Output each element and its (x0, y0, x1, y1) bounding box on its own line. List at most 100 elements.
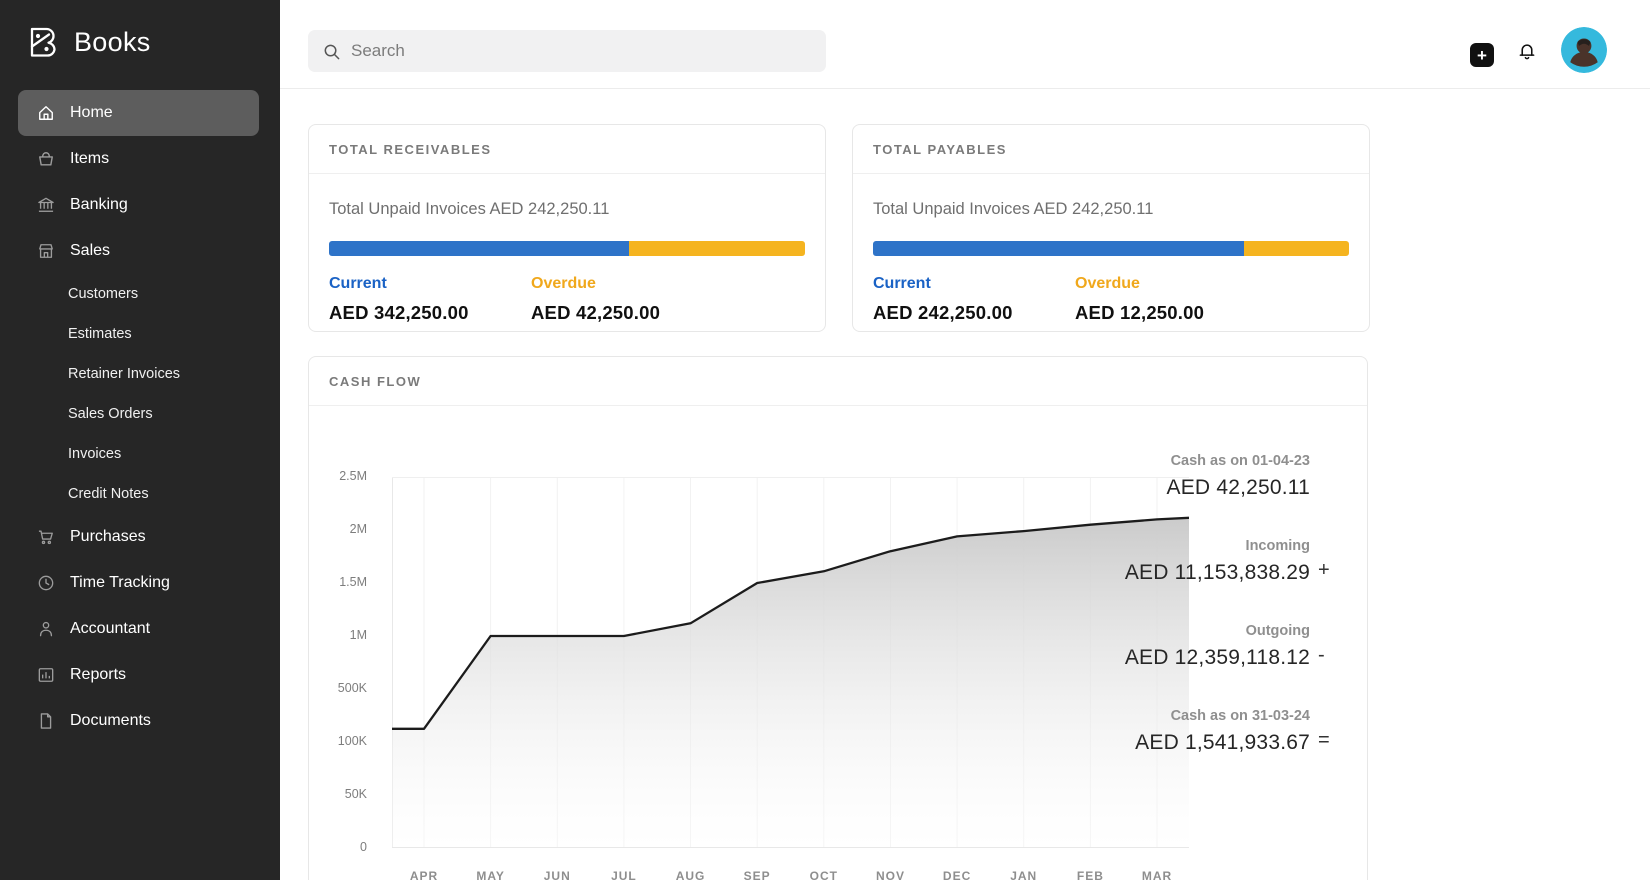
storefront-icon (36, 241, 56, 261)
x-axis-month-label: MAR (1141, 869, 1173, 880)
topbar: + (280, 0, 1650, 89)
summary-row-closing: Cash as on 31-03-24 AED 1,541,933.67 = (1080, 708, 1342, 755)
unpaid-invoices-text: Total Unpaid Invoices AED 242,250.11 (329, 200, 610, 218)
summary-value: AED 1,541,933.67 (1135, 731, 1310, 754)
summary-value: AED 42,250.11 (1166, 476, 1310, 499)
sidebar-item-label: Time Tracking (70, 574, 170, 591)
minus-operator-symbol: - (1318, 644, 1325, 666)
main-content: + TOTAL RECEIVABLES Total Unpaid Invoice… (280, 0, 1650, 880)
summary-value: AED 11,153,838.29 (1124, 561, 1310, 584)
cash-flow-title: CASH FLOW (309, 357, 1367, 406)
summary-label: Outgoing (1245, 623, 1310, 639)
sidebar-item-label: Banking (70, 196, 128, 213)
sidebar: Books Home Items Banking Sales Customers Esti… (0, 0, 280, 880)
summary-cards: TOTAL RECEIVABLES Total Unpaid Invoices … (308, 124, 1370, 332)
cash-flow-summary: Cash as on 01-04-23 AED 42,250.11 Incomi… (1080, 453, 1342, 755)
notifications-button[interactable] (1516, 40, 1538, 62)
sidebar-item-sales-orders[interactable]: Sales Orders (18, 394, 259, 434)
app-title: Books (74, 26, 151, 57)
cart-icon (36, 527, 56, 547)
sidebar-item-documents[interactable]: Documents (18, 698, 259, 744)
sidebar-item-estimates[interactable]: Estimates (18, 314, 259, 354)
sidebar-item-label: Home (70, 104, 113, 121)
y-axis-tick-label: 1M (349, 628, 367, 642)
search-box[interactable] (308, 30, 826, 72)
y-axis-tick-label: 2.5M (339, 469, 367, 483)
equals-operator-symbol: = (1318, 729, 1330, 751)
x-axis-month-label: SEP (743, 869, 771, 880)
operator-symbol (1318, 497, 1342, 500)
y-axis-tick-label: 100K (337, 734, 367, 748)
sidebar-item-items[interactable]: Items (18, 136, 259, 182)
summary-label: Incoming (1245, 538, 1310, 554)
sidebar-item-label: Items (70, 150, 110, 167)
current-amount: AED 242,250.00 (873, 302, 1013, 323)
sidebar-item-sales[interactable]: Sales (18, 228, 259, 274)
total-payables-card: TOTAL PAYABLES Total Unpaid Invoices AED… (852, 124, 1370, 332)
sidebar-item-time-tracking[interactable]: Time Tracking (18, 560, 259, 606)
person-icon (36, 619, 56, 639)
cash-flow-chart: 0 50K 100K 500K 1M 1.5M 2M 2.5M APR MAY JUN JUL AUG… (309, 406, 1367, 880)
overdue-label: Overdue (531, 275, 596, 292)
sidebar-item-label: Sales Orders (68, 406, 153, 422)
summary-label: Cash as on 31-03-24 (1170, 708, 1310, 724)
summary-value: AED 12,359,118.12 (1124, 646, 1310, 669)
sidebar-item-credit-notes[interactable]: Credit Notes (18, 474, 259, 514)
payables-progress-bar (873, 241, 1349, 256)
x-axis-month-label: AUG (675, 869, 706, 880)
y-axis-tick-label: 500K (337, 681, 367, 695)
books-logo-icon (25, 24, 61, 60)
card-title: TOTAL PAYABLES (853, 125, 1369, 174)
summary-row-incoming: Incoming AED 11,153,838.29 + (1080, 538, 1342, 585)
plus-operator-symbol: + (1318, 559, 1330, 581)
bell-icon (1519, 44, 1535, 60)
bank-icon (36, 195, 56, 215)
x-axis-month-label: DEC (942, 869, 972, 880)
sidebar-item-retainer-invoices[interactable]: Retainer Invoices (18, 354, 259, 394)
plus-icon: + (1477, 45, 1487, 65)
current-amount: AED 342,250.00 (329, 302, 469, 323)
current-label: Current (873, 275, 931, 292)
sidebar-item-purchases[interactable]: Purchases (18, 514, 259, 560)
sidebar-item-label: Customers (68, 286, 139, 302)
receivables-bar-overdue (628, 241, 805, 256)
overdue-amount: AED 42,250.00 (531, 302, 661, 323)
payables-bar-current (873, 241, 1245, 256)
cash-flow-plot-area (392, 477, 1189, 848)
app-logo[interactable]: Books (0, 0, 280, 60)
x-axis-month-label: JUL (611, 869, 637, 880)
y-axis-tick-label: 2M (349, 522, 367, 536)
x-axis-month-label: NOV (875, 869, 905, 880)
sidebar-nav: Home Items Banking Sales Customers Estimates R… (0, 90, 280, 744)
x-axis-month-label: OCT (809, 869, 838, 880)
sidebar-item-banking[interactable]: Banking (18, 182, 259, 228)
sidebar-item-label: Reports (70, 666, 127, 683)
total-receivables-card: TOTAL RECEIVABLES Total Unpaid Invoices … (308, 124, 826, 332)
add-button[interactable]: + (1470, 43, 1494, 67)
sidebar-item-accountant[interactable]: Accountant (18, 606, 259, 652)
summary-row-outgoing: Outgoing AED 12,359,118.12 - (1080, 623, 1342, 670)
sidebar-item-customers[interactable]: Customers (18, 274, 259, 314)
clock-icon (36, 573, 56, 593)
sidebar-item-invoices[interactable]: Invoices (18, 434, 259, 474)
basket-icon (36, 149, 56, 169)
x-axis-month-label: JUN (543, 869, 571, 880)
sidebar-item-reports[interactable]: Reports (18, 652, 259, 698)
user-avatar[interactable] (1561, 27, 1607, 73)
sidebar-item-label: Retainer Invoices (68, 366, 181, 382)
x-axis-month-label: JAN (1010, 869, 1038, 880)
cash-flow-card: CASH FLOW 0 50K 100K 500K 1M 1.5M 2M 2.5M APR MA… (308, 356, 1368, 880)
y-axis-tick-label: 0 (360, 840, 367, 854)
search-input[interactable] (351, 41, 812, 61)
sidebar-item-label: Invoices (68, 446, 122, 462)
sidebar-item-label: Documents (70, 712, 151, 729)
overdue-amount: AED 12,250.00 (1075, 302, 1205, 323)
x-axis-month-label: FEB (1076, 869, 1104, 880)
home-icon (36, 103, 56, 123)
y-axis-tick-label: 50K (344, 787, 367, 801)
document-icon (36, 711, 56, 731)
sidebar-item-label: Sales (70, 242, 111, 259)
sidebar-item-home[interactable]: Home (18, 90, 259, 136)
receivables-progress-bar (329, 241, 805, 256)
search-icon (324, 44, 340, 59)
